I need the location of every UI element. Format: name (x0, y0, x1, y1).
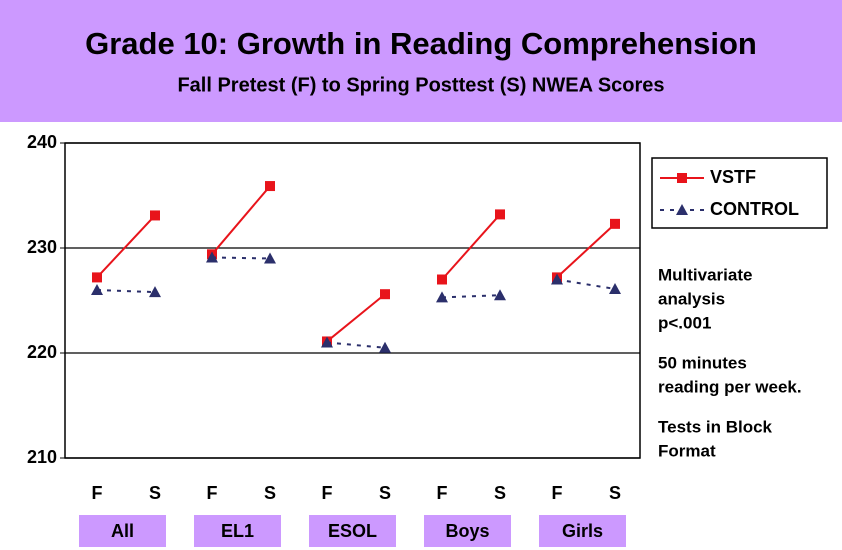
y-tick-label: 210 (27, 447, 57, 467)
group-box (79, 515, 166, 547)
legend-label: VSTF (710, 167, 756, 187)
marker (551, 273, 563, 285)
plot-frame (64, 142, 641, 459)
y-tick-label: 240 (27, 132, 57, 152)
annotation: Format (658, 441, 716, 460)
group-box (309, 515, 396, 547)
series-segment (211, 185, 271, 255)
series-segment (556, 223, 616, 279)
group-box (539, 515, 626, 547)
marker (494, 289, 506, 301)
legend-marker (677, 173, 687, 183)
group-label: ESOL (328, 521, 377, 541)
marker (149, 286, 161, 298)
x-tick-label: S (264, 483, 276, 503)
group-label: Girls (562, 521, 603, 541)
marker (437, 274, 447, 285)
y-tick-label: 230 (27, 237, 57, 257)
header-band (0, 0, 842, 122)
annotation: analysis (658, 289, 725, 308)
series-segment (96, 214, 156, 279)
legend-marker (676, 204, 688, 215)
x-tick-label: S (609, 483, 621, 503)
x-tick-label: F (322, 483, 333, 503)
series-segment (326, 341, 386, 349)
marker (379, 341, 391, 353)
marker (265, 181, 275, 192)
series-segment (441, 213, 501, 281)
annotation: 50 minutes (658, 353, 747, 372)
group-label: All (111, 521, 134, 541)
marker (91, 284, 103, 295)
x-tick-label: F (92, 483, 103, 503)
annotation: Tests in Block (658, 417, 773, 436)
x-tick-label: S (379, 483, 391, 503)
annotation: p<.001 (658, 313, 711, 332)
series-segment (211, 256, 271, 260)
x-tick-label: S (494, 483, 506, 503)
marker (609, 282, 621, 294)
marker (321, 336, 333, 348)
x-tick-label: S (149, 483, 161, 503)
group-box (424, 515, 511, 547)
x-tick-label: F (552, 483, 563, 503)
marker (150, 210, 160, 221)
group-box (194, 515, 281, 547)
x-tick-label: F (207, 483, 218, 503)
annotation: reading per week. (658, 377, 802, 396)
series-segment (96, 289, 156, 294)
marker (92, 272, 102, 283)
x-tick-label: F (437, 483, 448, 503)
series-segment (556, 278, 616, 290)
marker (264, 252, 276, 264)
marker (610, 218, 620, 229)
group-label: Boys (445, 521, 489, 541)
group-label: EL1 (221, 521, 254, 541)
y-tick-label: 220 (27, 342, 57, 362)
marker (206, 251, 218, 263)
marker (380, 289, 390, 300)
legend-label: CONTROL (710, 199, 799, 219)
marker (495, 209, 505, 220)
chart-title: Grade 10: Growth in Reading Comprehensio… (85, 26, 757, 61)
series-segment (441, 294, 501, 299)
marker (436, 291, 448, 303)
chart-subtitle: Fall Pretest (F) to Spring Posttest (S) … (177, 74, 664, 96)
legend-box (651, 157, 828, 229)
annotation: Multivariate (658, 265, 752, 284)
series-segment (326, 293, 386, 343)
